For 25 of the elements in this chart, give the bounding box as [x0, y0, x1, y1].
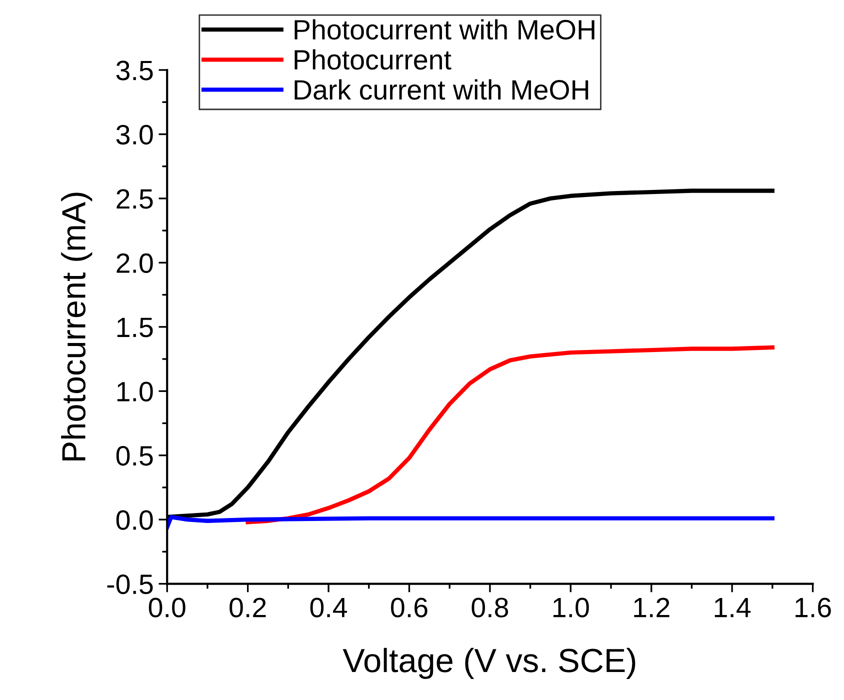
y-tick-label: 0.5	[116, 446, 153, 466]
y-tick-label: 3.5	[116, 60, 153, 80]
x-tick-label: 0.2	[230, 598, 266, 618]
y-tick-label: -0.5	[107, 574, 153, 594]
x-axis-title: Voltage (V vs. SCE)	[342, 648, 636, 679]
y-tick-label: 1.5	[117, 318, 153, 338]
x-tick-label: 0.6	[391, 598, 428, 618]
line-series	[246, 345, 775, 524]
line-series	[167, 514, 775, 530]
x-tick-label: 1.6	[796, 598, 831, 618]
y-axis-title: Photocurrent (mA)	[61, 192, 92, 460]
x-tick-label: 0.8	[472, 598, 508, 618]
x-tick-label: 1.4	[714, 598, 751, 618]
legend-label: Photocurrent	[294, 49, 452, 70]
y-tick-label: 2.0	[116, 253, 153, 274]
legend-label: Photocurrent with MeOH	[294, 19, 594, 40]
x-tick-label: 1.2	[634, 598, 670, 618]
y-tick-label: 2.5	[116, 189, 153, 209]
legend-label: Dark current with MeOH	[294, 79, 588, 100]
y-tick-label: 1.0	[117, 382, 153, 402]
x-tick-label: 0.4	[310, 598, 348, 618]
y-tick-label: 3.0	[116, 124, 153, 145]
x-tick-label: 0.0	[148, 598, 186, 618]
x-tick-label: 1.0	[553, 598, 589, 618]
y-tick-label: 0.0	[116, 510, 153, 530]
